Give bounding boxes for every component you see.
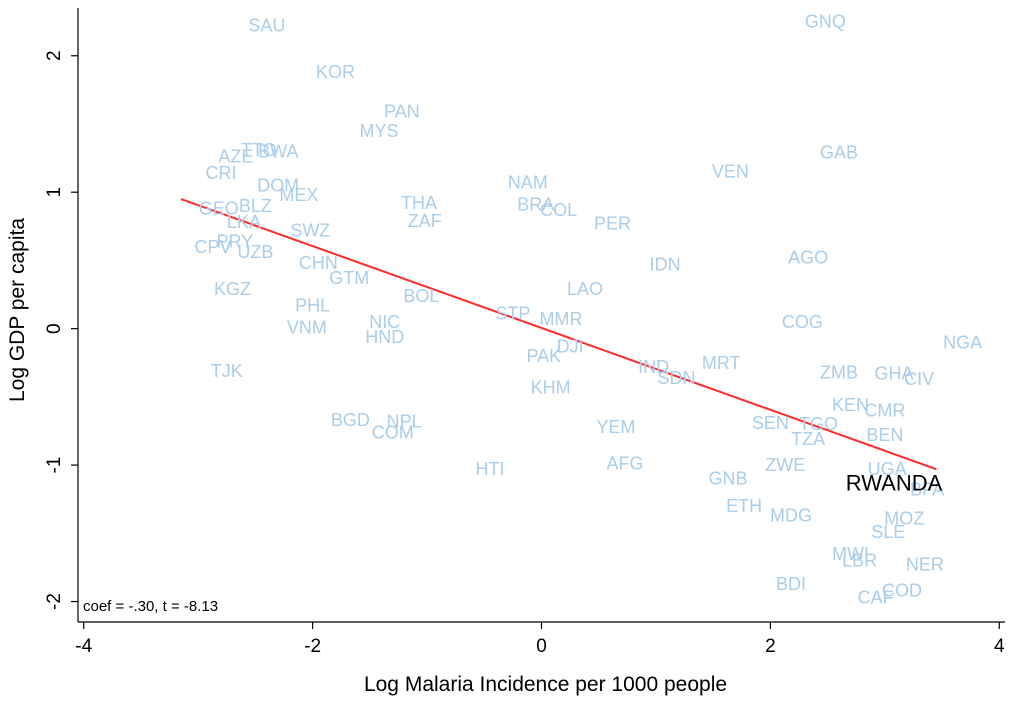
point-label: AZE [218,147,253,167]
point-label: KEN [832,395,869,415]
point-label: ZAF [408,211,442,231]
highlight-point-label: RWANDA [846,470,943,495]
point-label: HND [365,327,404,347]
point-label: LKA [227,212,261,232]
point-label: KHM [531,377,571,397]
point-label: VEN [712,162,749,182]
point-label: COL [540,200,577,220]
point-label: TJK [211,361,243,381]
point-label: LBR [842,551,877,571]
point-label: CIV [904,369,934,389]
fit-line [180,198,937,471]
point-label: MWI [832,544,869,564]
point-label: GNQ [805,12,846,32]
point-label: MMR [539,309,582,329]
point-label: MYS [359,121,398,141]
point-label: GHA [874,364,913,384]
point-label: GTM [329,268,369,288]
point-label: BGD [331,410,370,430]
point-label: GEO [199,199,239,219]
point-label: BDI [776,574,806,594]
y-tick-label: 2 [44,50,65,61]
point-label: DJI [557,336,584,356]
point-label: MOZ [884,508,924,528]
point-label: COG [782,312,823,332]
point-label: MEX [279,185,318,205]
y-tick-label: 1 [44,187,65,198]
point-label: SLE [871,522,905,542]
point-label: DOM [257,175,299,195]
point-label: AGO [788,248,828,268]
point-label: CHN [299,253,338,273]
point-label: STP [495,304,530,324]
point-label: HTI [476,459,505,479]
point-label: BEN [866,425,903,445]
point-label: BLZ [239,196,272,216]
point-label: MDG [770,506,812,526]
point-label: COD [882,581,922,601]
x-tick-label: -2 [304,636,321,657]
point-label: ZMB [820,362,858,382]
point-label: IND [638,357,669,377]
point-label: CMR [864,401,905,421]
axes: -4 -2 0 2 4 -2 -1 0 1 2 [44,8,1005,657]
x-tick-label: -4 [75,636,92,657]
point-label: THA [401,193,437,213]
point-label: PHL [295,295,330,315]
y-tick-label: -2 [44,593,65,610]
point-label: CPV [195,237,232,257]
point-label: NER [906,555,944,575]
point-label: BOL [403,286,439,306]
point-label: PAN [384,102,420,122]
point-label: LAO [567,279,603,299]
point-label: BRA [517,194,554,214]
point-label: NIC [369,312,400,332]
point-label: KGZ [214,279,251,299]
point-label: SEN [752,413,789,433]
point-label: TGO [799,414,838,434]
point-label: NGA [943,332,982,352]
point-label: GNB [709,469,748,489]
point-label: PRY [216,231,253,251]
point-label: UGA [868,459,907,479]
point-label: AFG [607,454,644,474]
point-label: PAK [526,346,561,366]
y-axis-label: Log GDP per capita [6,218,29,402]
coef-annotation: coef = -.30, t = -8.13 [83,598,218,615]
point-label: TTO [241,140,277,160]
point-label: NAM [508,173,548,193]
y-tick-label: 0 [44,323,65,334]
point-label: VNM [287,317,327,337]
point-label: YEM [596,417,635,437]
point-label: NPL [387,411,422,431]
point-label: BFA [910,480,944,500]
point-label: SAU [248,16,285,36]
point-label: SDN [658,368,696,388]
point-label: GAB [820,143,858,163]
x-tick-label: 0 [536,636,547,657]
fit-line-group [180,198,937,471]
point-label: COM [372,422,414,442]
x-axis-label: Log Malaria Incidence per 1000 people [364,673,727,696]
point-label: IDN [650,255,681,275]
point-label: SWZ [290,220,330,240]
point-label: TZA [791,429,825,449]
point-label: CAF [858,587,894,607]
x-tick-label: 4 [994,636,1005,657]
point-label: PER [594,214,631,234]
point-label: KOR [316,62,355,82]
x-tick-label: 2 [765,636,776,657]
point-label: UZB [237,242,273,262]
point-label: BWA [258,141,298,161]
point-label: ETH [726,496,762,516]
point-label: ZWE [765,455,805,475]
point-label: MRT [702,353,741,373]
point-label: CRI [206,163,237,183]
y-tick-label: -1 [44,457,65,474]
